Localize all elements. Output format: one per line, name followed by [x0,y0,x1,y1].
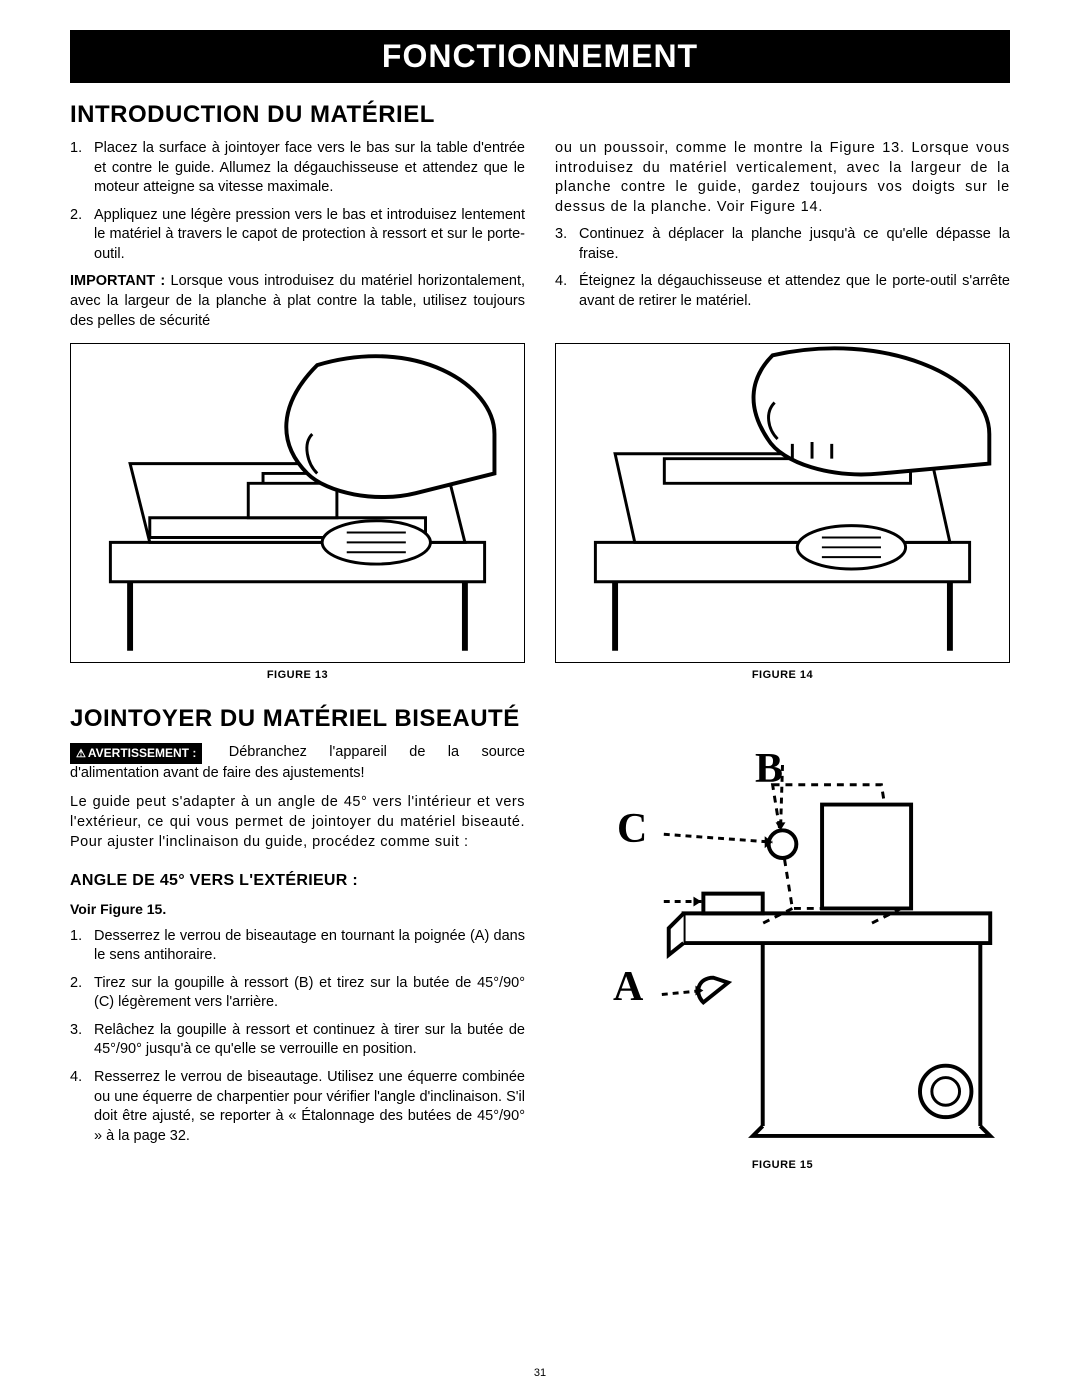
section2-steps: 1.Desserrez le verrou de biseautage en t… [70,927,525,1147]
warning-badge: ⚠AVERTISSEMENT : [70,743,202,764]
label-c: C [617,805,647,853]
warning-triangle-icon: ⚠ [76,748,86,760]
figure-13-image [70,343,525,663]
list-text: Relâchez la goupille à ressort et contin… [94,1022,525,1058]
figure-15-caption: FIGURE 15 [555,1159,1010,1171]
page-number: 31 [0,1367,1080,1379]
list-text: Placez la surface à jointoyer face vers … [94,140,525,195]
list-text: Resserrez le verrou de biseautage. Utili… [94,1069,525,1144]
list-item: 2.Tirez sur la goupille à ressort (B) et… [88,974,525,1013]
right-lead-text: ou un poussoir, comme le montre la Figur… [555,139,1010,217]
list-item: 3.Relâchez la goupille à ressort et cont… [88,1021,525,1060]
list-text: Éteignez la dégauchisseuse et attendez q… [579,273,1010,309]
banner-title: FONCTIONNEMENT [70,30,1010,83]
figure-15-image: B C A [555,743,1010,1153]
section2-title: JOINTOYER DU MATÉRIEL BISEAUTÉ [70,705,1010,733]
label-a: A [613,963,643,1011]
figure-13-cell: FIGURE 13 [70,343,525,681]
important-note: IMPORTANT : Lorsque vous introduisez du … [70,272,525,331]
warning-block: ⚠AVERTISSEMENT : Débranchez l'appareil d… [70,743,525,783]
list-item: 4.Éteignez la dégauchisseuse et attendez… [573,272,1010,311]
list-item: 3.Continuez à déplacer la planche jusqu'… [573,225,1010,264]
figure-14-cell: FIGURE 14 [555,343,1010,681]
list-text: Desserrez le verrou de biseautage en tou… [94,928,525,964]
list-item: 2.Appliquez une légère pression vers le … [88,206,525,265]
angle-subtitle: ANGLE DE 45° VERS L'EXTÉRIEUR : [70,870,525,892]
list-item: 4.Resserrez le verrou de biseautage. Uti… [88,1068,525,1146]
see-figure-line: Voir Figure 15. [70,900,525,919]
section2-left-col: ⚠AVERTISSEMENT : Débranchez l'appareil d… [70,743,525,1171]
section1-right-col: ou un poussoir, comme le montre la Figur… [555,139,1010,331]
section1-left-list: 1.Placez la surface à jointoyer face ver… [70,139,525,264]
figure-14-image [555,343,1010,663]
figure-row-1: FIGURE 13 FIGURE 14 [70,343,1010,681]
warning-label: AVERTISSEMENT : [88,746,196,760]
section1-title: INTRODUCTION DU MATÉRIEL [70,101,1010,129]
section2-columns: ⚠AVERTISSEMENT : Débranchez l'appareil d… [70,743,1010,1171]
list-text: Continuez à déplacer la planche jusqu'à … [579,226,1010,262]
section1-left-col: 1.Placez la surface à jointoyer face ver… [70,139,525,331]
figure-14-caption: FIGURE 14 [555,669,1010,681]
list-item: 1.Desserrez le verrou de biseautage en t… [88,927,525,966]
list-text: Tirez sur la goupille à ressort (B) et t… [94,975,525,1011]
list-item: 1.Placez la surface à jointoyer face ver… [88,139,525,198]
figure-13-caption: FIGURE 13 [70,669,525,681]
section2-right-col: B C A FIGURE 15 [555,743,1010,1171]
label-b: B [755,745,783,793]
section1-right-list: 3.Continuez à déplacer la planche jusqu'… [555,225,1010,311]
list-text: Appliquez une légère pression vers le ba… [94,207,525,262]
important-label: IMPORTANT : [70,273,165,289]
section1-columns: 1.Placez la surface à jointoyer face ver… [70,139,1010,331]
section2-intro: Le guide peut s'adapter à un angle de 45… [70,793,525,852]
